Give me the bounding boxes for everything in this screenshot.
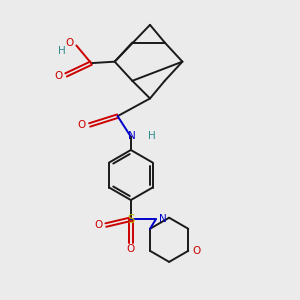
Text: S: S — [127, 213, 134, 226]
Text: H: H — [58, 46, 65, 56]
Text: H: H — [148, 131, 155, 141]
Text: N: N — [159, 214, 167, 224]
Text: O: O — [127, 244, 135, 254]
Text: O: O — [94, 220, 103, 230]
Text: O: O — [65, 38, 73, 48]
Text: O: O — [55, 71, 63, 81]
Text: O: O — [192, 246, 201, 256]
Text: N: N — [128, 131, 136, 141]
Text: O: O — [77, 120, 86, 130]
